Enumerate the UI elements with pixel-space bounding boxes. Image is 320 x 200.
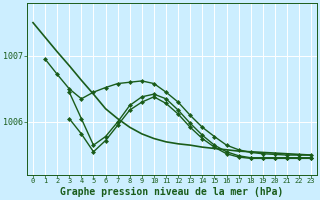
X-axis label: Graphe pression niveau de la mer (hPa): Graphe pression niveau de la mer (hPa) (60, 187, 284, 197)
